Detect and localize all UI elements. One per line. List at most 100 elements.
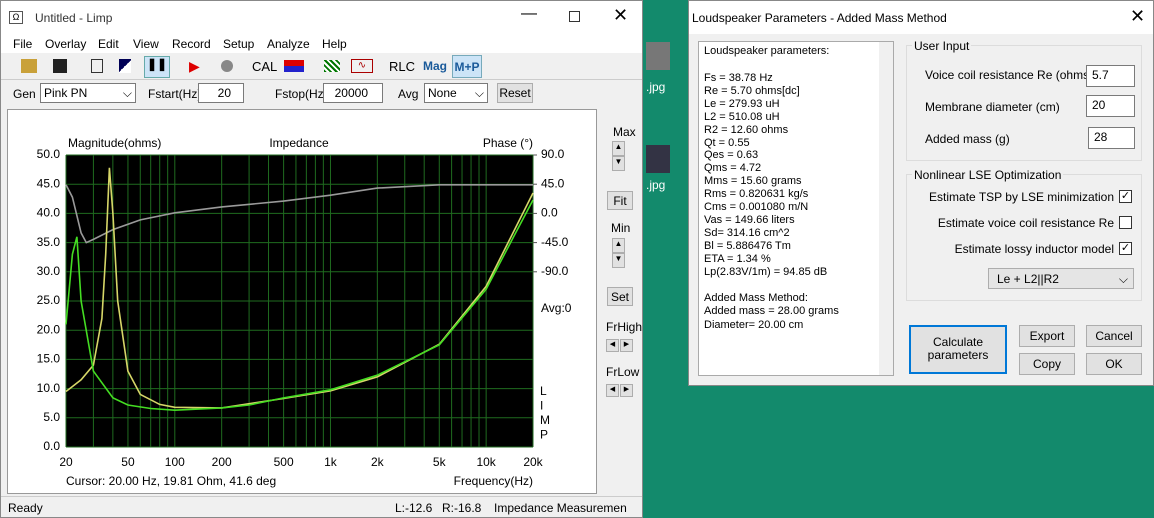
fstop-input[interactable]: 20000 — [323, 83, 383, 103]
y2-axis-label: Phase (°) — [483, 136, 533, 150]
report-line: Fs = 38.78 Hz — [704, 72, 773, 84]
gen-select[interactable]: Pink PN ⌵ — [40, 83, 136, 103]
minimize[interactable]: — — [521, 5, 537, 22]
left-button[interactable]: ◀ — [606, 339, 619, 352]
y2-tick-label: 0.0 — [541, 206, 558, 220]
report-line: Sd= 314.16 cm^2 — [704, 226, 790, 239]
report-line: L2 = 510.08 uH — [704, 110, 780, 123]
report-line: Qms = 4.72 — [704, 162, 762, 175]
select-value: Pink PN — [44, 86, 88, 100]
ok-button[interactable]: OK — [1086, 353, 1142, 375]
file-name[interactable]: .jpg — [646, 178, 666, 192]
brand-letter: L — [540, 384, 547, 398]
select-value: None — [428, 86, 457, 100]
up-button[interactable]: ▲ — [612, 141, 625, 156]
checkbox[interactable]: ✓ — [1119, 242, 1132, 255]
checkbox[interactable] — [1119, 216, 1132, 229]
status-mode: Impedance Measuremen — [494, 501, 627, 515]
color-icon[interactable] — [284, 60, 304, 72]
mag-button[interactable]: Mag — [423, 59, 447, 73]
file-icon[interactable] — [646, 145, 670, 173]
brand-letter: P — [540, 428, 548, 442]
user-input-group — [906, 45, 1142, 161]
status-bar: Ready L:-12.6 R:-16.8 Impedance Measurem… — [1, 496, 642, 518]
menu-bar: File Overlay Edit View Record Setup Analyze Hel… — [1, 35, 642, 53]
y-tick-label: 40.0 — [37, 206, 61, 220]
avg-select[interactable]: None ⌵ — [424, 83, 488, 103]
pause-button[interactable]: ❚❚ — [144, 56, 170, 78]
right-button[interactable]: ▶ — [620, 384, 633, 397]
cancel-button[interactable]: Cancel — [1086, 325, 1142, 347]
mp-button[interactable]: M+P — [452, 55, 482, 78]
x-tick-label: 5k — [433, 455, 447, 469]
fstop-label: Fstop(Hz) — [275, 87, 328, 101]
menu-item[interactable]: Overlay — [45, 37, 87, 51]
menu-item[interactable]: View — [133, 37, 159, 51]
mass-input[interactable]: 28 — [1088, 127, 1135, 149]
rlc-button[interactable]: RLC — [389, 59, 416, 74]
y-tick-label: 30.0 — [37, 264, 61, 278]
report-line: Bl = 5.886476 Tm — [704, 239, 791, 252]
menu-item[interactable]: Help — [322, 37, 347, 51]
left-button[interactable]: ◀ — [606, 384, 619, 397]
down-button[interactable]: ▼ — [612, 156, 625, 171]
copy-icon[interactable] — [91, 59, 103, 73]
option-label: Estimate TSP by LSE minimization — [929, 190, 1114, 204]
file-icon[interactable] — [646, 42, 670, 70]
stop-button[interactable] — [221, 60, 233, 72]
up-button[interactable]: ▲ — [612, 238, 625, 253]
cal-button[interactable]: CAL — [252, 59, 278, 74]
maximize[interactable] — [569, 11, 580, 22]
mark-icon[interactable] — [119, 59, 131, 73]
copy-button[interactable]: Copy — [1019, 353, 1075, 375]
export-button[interactable]: Export — [1019, 325, 1075, 347]
fstart-input[interactable]: 20 — [198, 83, 244, 103]
x-tick-label: 1k — [324, 455, 338, 469]
series-line — [65, 199, 534, 412]
wave-icon[interactable]: ∿ — [351, 59, 373, 73]
close[interactable]: ✕ — [613, 5, 629, 25]
save-icon[interactable] — [53, 59, 67, 73]
menu-item[interactable]: Record — [172, 37, 211, 51]
series-line — [65, 184, 533, 244]
file-name[interactable]: .jpg — [646, 80, 666, 94]
report-line: Added Mass Method: — [704, 292, 808, 304]
re-input[interactable]: 5.7 — [1086, 65, 1135, 87]
right-button[interactable]: ▶ — [620, 339, 633, 352]
calculate-button[interactable]: Calculate parameters — [909, 325, 1007, 374]
fit-button[interactable]: Fit — [607, 191, 633, 210]
report-line: Diameter= 20.00 cm — [704, 318, 804, 331]
series-line — [65, 167, 534, 409]
menu-item[interactable]: File — [13, 37, 33, 51]
y-tick-label: 45.0 — [37, 176, 61, 190]
y-tick-label: 10.0 — [37, 381, 61, 395]
report-line: Lp(2.83V/1m) = 94.85 dB — [704, 265, 828, 278]
model-select[interactable]: Le + L2||R2 ⌵ — [988, 268, 1134, 289]
down-button[interactable]: ▼ — [612, 253, 625, 268]
title-bar: Loudspeaker Parameters - Added Mass Meth… — [689, 1, 1153, 34]
option-label: Estimate lossy inductor model — [954, 242, 1114, 256]
menu-item[interactable]: Setup — [223, 37, 255, 51]
scrollbar[interactable] — [879, 42, 893, 375]
impedance-chart: 20 50 100 200 500 1k 2k 5k 10k 20k 0.0 5.0 10.0 15.0 2… — [37, 136, 572, 488]
report-line: Added mass = 28.00 grams — [704, 305, 839, 318]
y-tick-label: 5.0 — [43, 410, 60, 424]
x-tick-label: 20k — [523, 455, 543, 469]
diameter-input[interactable]: 20 — [1086, 95, 1135, 117]
checkbox[interactable]: ✓ — [1119, 190, 1132, 203]
hatch-icon[interactable] — [324, 60, 340, 72]
dialog: Loudspeaker Parameters - Added Mass Meth… — [688, 0, 1154, 386]
set-button[interactable]: Set — [607, 287, 633, 306]
toolbar: ❚❚ ▶ CAL ∿ RLC Mag M+P — [1, 54, 642, 80]
menu-item[interactable]: Analyze — [267, 37, 310, 51]
menu-item[interactable]: Edit — [98, 37, 119, 51]
reset-button[interactable]: Reset — [497, 83, 533, 103]
record-button[interactable]: ▶ — [189, 58, 200, 74]
open-icon[interactable] — [21, 59, 37, 73]
report-text[interactable]: Loudspeaker parameters: Fs = 38.78 Hz Re =… — [698, 41, 894, 376]
frhigh-label: FrHigh — [606, 320, 643, 334]
x-axis-label: Frequency(Hz) — [454, 474, 533, 488]
report-line: R2 = 12.60 ohms — [704, 123, 789, 136]
field-label: Added mass (g) — [925, 132, 1010, 146]
close[interactable]: ✕ — [1130, 6, 1146, 26]
